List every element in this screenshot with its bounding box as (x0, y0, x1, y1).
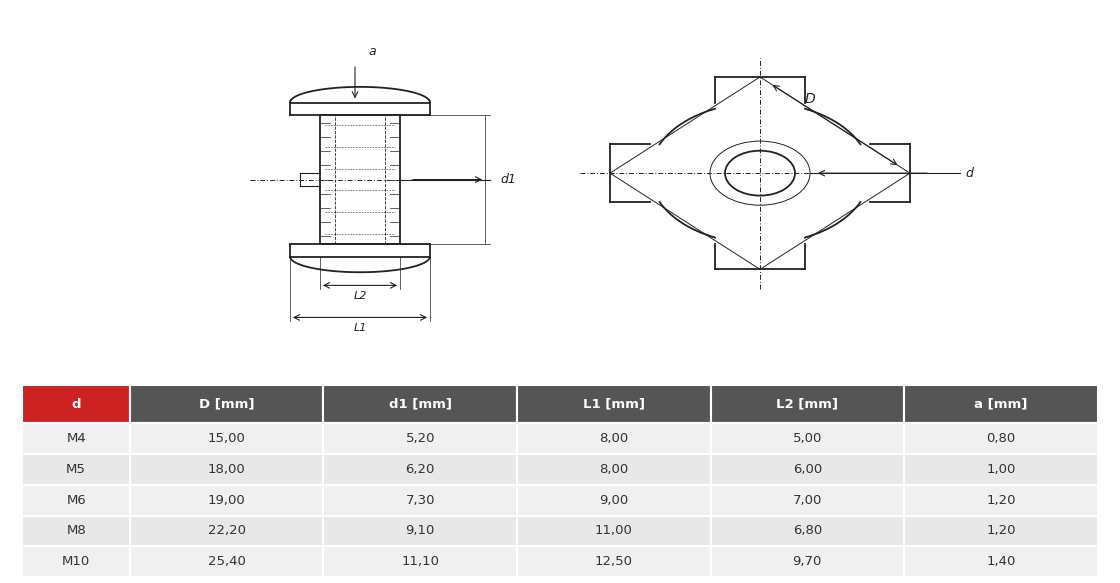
Bar (710, 454, 904, 485)
Text: M10: M10 (62, 555, 91, 568)
Bar (517, 485, 710, 515)
Text: 1,40: 1,40 (986, 555, 1016, 568)
Bar (517, 515, 710, 546)
Bar (710, 485, 904, 515)
Text: L1: L1 (353, 322, 366, 332)
Text: 6,00: 6,00 (793, 463, 822, 476)
Bar (904, 385, 1098, 423)
Text: D [mm]: D [mm] (199, 398, 254, 410)
Text: 7,00: 7,00 (793, 494, 822, 507)
Text: 9,10: 9,10 (405, 525, 435, 538)
Bar (324, 385, 517, 423)
Bar (904, 423, 1098, 454)
Text: d: d (72, 398, 81, 410)
Bar (130, 515, 324, 546)
Text: 1,20: 1,20 (986, 494, 1016, 507)
Text: 15,00: 15,00 (207, 432, 245, 445)
Text: M4: M4 (66, 432, 86, 445)
Bar (22, 423, 130, 454)
Bar (904, 515, 1098, 546)
Bar (710, 423, 904, 454)
Text: M8: M8 (66, 525, 86, 538)
Text: 1,00: 1,00 (986, 463, 1016, 476)
Bar (22, 515, 130, 546)
Text: 9,00: 9,00 (599, 494, 628, 507)
Text: a: a (368, 45, 375, 58)
Bar (517, 546, 710, 577)
Text: L2: L2 (353, 290, 366, 300)
Text: 8,00: 8,00 (599, 463, 628, 476)
Bar (130, 385, 324, 423)
Text: 1,20: 1,20 (986, 525, 1016, 538)
Text: 6,80: 6,80 (793, 525, 822, 538)
Bar (130, 485, 324, 515)
Bar (22, 385, 130, 423)
Bar (904, 546, 1098, 577)
Text: 0,80: 0,80 (987, 432, 1016, 445)
Text: a [mm]: a [mm] (974, 398, 1027, 410)
Bar (517, 423, 710, 454)
Bar (324, 454, 517, 485)
Bar (324, 485, 517, 515)
Bar (710, 385, 904, 423)
Text: d1 [mm]: d1 [mm] (389, 398, 451, 410)
Bar (517, 385, 710, 423)
Text: 7,30: 7,30 (405, 494, 435, 507)
Bar (324, 515, 517, 546)
Text: 25,40: 25,40 (207, 555, 245, 568)
Bar (324, 546, 517, 577)
Text: 6,20: 6,20 (405, 463, 435, 476)
Text: 19,00: 19,00 (208, 494, 245, 507)
Text: 22,20: 22,20 (207, 525, 245, 538)
Text: M6: M6 (66, 494, 86, 507)
Text: 5,20: 5,20 (405, 432, 435, 445)
Text: 11,00: 11,00 (595, 525, 633, 538)
Bar (710, 546, 904, 577)
Text: d1: d1 (500, 173, 516, 186)
Text: 8,00: 8,00 (599, 432, 628, 445)
Bar (324, 423, 517, 454)
Text: L1 [mm]: L1 [mm] (582, 398, 645, 410)
Bar (130, 546, 324, 577)
Bar (517, 454, 710, 485)
Text: 18,00: 18,00 (208, 463, 245, 476)
Text: M5: M5 (66, 463, 86, 476)
Bar (710, 515, 904, 546)
Bar (130, 423, 324, 454)
Text: D: D (805, 92, 815, 106)
Bar (904, 454, 1098, 485)
Bar (22, 485, 130, 515)
Text: 12,50: 12,50 (595, 555, 633, 568)
Text: 9,70: 9,70 (793, 555, 822, 568)
Text: 5,00: 5,00 (793, 432, 822, 445)
Text: d: d (965, 167, 973, 180)
Bar (130, 454, 324, 485)
Text: L2 [mm]: L2 [mm] (776, 398, 838, 410)
Text: 11,10: 11,10 (401, 555, 439, 568)
Bar (22, 454, 130, 485)
Bar (22, 546, 130, 577)
Bar (904, 485, 1098, 515)
